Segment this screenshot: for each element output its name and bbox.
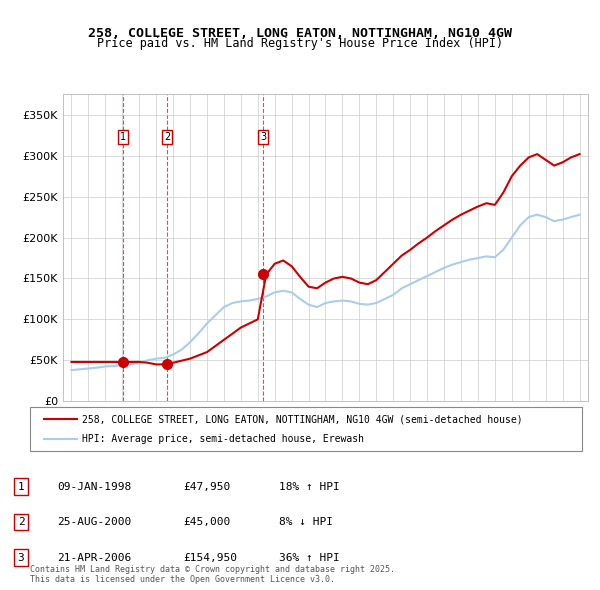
Text: 25-AUG-2000: 25-AUG-2000 [57, 517, 131, 527]
Text: 21-APR-2006: 21-APR-2006 [57, 553, 131, 562]
Text: £47,950: £47,950 [183, 482, 230, 491]
Text: 18% ↑ HPI: 18% ↑ HPI [279, 482, 340, 491]
Text: 36% ↑ HPI: 36% ↑ HPI [279, 553, 340, 562]
Text: 8% ↓ HPI: 8% ↓ HPI [279, 517, 333, 527]
Text: 2: 2 [17, 517, 25, 527]
Text: 1: 1 [17, 482, 25, 491]
Text: £45,000: £45,000 [183, 517, 230, 527]
Text: 3: 3 [260, 132, 266, 142]
Text: 3: 3 [17, 553, 25, 562]
FancyBboxPatch shape [30, 407, 582, 451]
Text: Price paid vs. HM Land Registry's House Price Index (HPI): Price paid vs. HM Land Registry's House … [97, 37, 503, 50]
Text: 09-JAN-1998: 09-JAN-1998 [57, 482, 131, 491]
Text: Contains HM Land Registry data © Crown copyright and database right 2025.
This d: Contains HM Land Registry data © Crown c… [30, 565, 395, 584]
Text: 258, COLLEGE STREET, LONG EATON, NOTTINGHAM, NG10 4GW: 258, COLLEGE STREET, LONG EATON, NOTTING… [88, 27, 512, 40]
Text: 2: 2 [164, 132, 170, 142]
Text: 258, COLLEGE STREET, LONG EATON, NOTTINGHAM, NG10 4GW (semi-detached house): 258, COLLEGE STREET, LONG EATON, NOTTING… [82, 415, 523, 424]
Text: HPI: Average price, semi-detached house, Erewash: HPI: Average price, semi-detached house,… [82, 434, 364, 444]
Text: £154,950: £154,950 [183, 553, 237, 562]
Text: 1: 1 [120, 132, 126, 142]
